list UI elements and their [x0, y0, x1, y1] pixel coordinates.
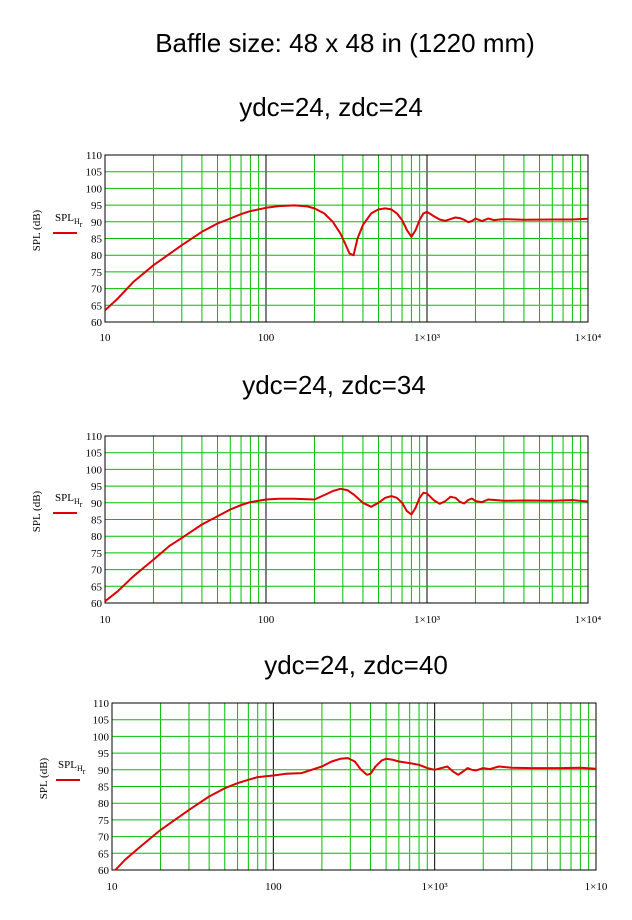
y-tick-label: 105	[86, 167, 103, 179]
y-tick-label: 60	[91, 598, 103, 610]
y-tick-label: 65	[98, 848, 110, 860]
legend: SPLHr	[53, 212, 83, 234]
plot-frame	[104, 154, 589, 323]
y-tick-label: 70	[91, 565, 103, 577]
x-tick-label: 1×10⁴	[575, 614, 602, 626]
y-tick-label: 100	[86, 183, 103, 195]
y-axis-label: SPL (dB)	[31, 209, 43, 251]
y-tick-label: 75	[91, 548, 103, 560]
legend: SPLHr	[56, 759, 86, 781]
y-tick-label: 65	[91, 300, 103, 312]
x-tick-label: 100	[258, 614, 275, 626]
y-tick-label: 90	[91, 498, 103, 510]
legend-label: SPLHr	[55, 212, 83, 229]
chart-3-plot: 60 65 70 75 80 85 90 95 100 105 110 10 100 1×10³ 1×10 S…	[38, 698, 608, 893]
y-tick-label: 70	[91, 284, 103, 296]
x-tick-label: 1×10	[585, 881, 608, 893]
plot-frame	[104, 435, 589, 604]
y-tick-label: 70	[98, 832, 110, 844]
y-tick-label: 90	[98, 765, 110, 777]
y-tick-label: 85	[91, 234, 103, 246]
y-tick-label: 85	[91, 515, 103, 527]
y-tick-label: 65	[91, 581, 103, 593]
y-tick-label: 60	[91, 317, 103, 329]
x-tick-label: 1×10³	[414, 614, 441, 626]
chart-1-plot: 60 65 70 75 80 85 90 95 100 105 110 10 100 1×10³ 1×10⁴…	[31, 150, 601, 344]
x-tick-label: 10	[107, 881, 119, 893]
chart-2-title: ydc=24, zdc=34	[242, 370, 426, 400]
spl-curve	[104, 204, 589, 312]
spl-curve	[104, 487, 589, 603]
y-tick-label: 85	[98, 782, 110, 794]
x-tick-label: 1×10⁴	[575, 332, 602, 344]
y-tick-label: 105	[93, 715, 110, 727]
legend-label: SPLHr	[55, 492, 83, 509]
y-tick-label: 75	[91, 267, 103, 279]
y-tick-label: 80	[91, 250, 103, 262]
x-tick-label: 1×10³	[414, 332, 441, 344]
chart-1-title: ydc=24, zdc=24	[239, 92, 423, 122]
y-tick-label: 80	[91, 531, 103, 543]
spl-curve	[114, 757, 597, 871]
y-tick-label: 100	[93, 731, 110, 743]
y-tick-label: 110	[86, 150, 103, 162]
y-tick-label: 60	[98, 865, 110, 877]
y-tick-label: 80	[98, 798, 110, 810]
chart-3-title: ydc=24, zdc=40	[264, 650, 448, 680]
legend: SPLHr	[53, 492, 83, 514]
legend-label: SPLHr	[58, 759, 86, 776]
x-tick-label: 10	[100, 332, 112, 344]
x-tick-label: 1×10³	[422, 881, 449, 893]
y-tick-label: 95	[91, 200, 103, 212]
y-tick-label: 105	[86, 448, 103, 460]
x-tick-label: 100	[258, 332, 275, 344]
y-tick-label: 90	[91, 217, 103, 229]
y-axis-label: SPL (dB)	[31, 490, 43, 532]
y-tick-label: 95	[98, 748, 110, 760]
chart-2-plot: 60 65 70 75 80 85 90 95 100 105 110 10 100 1×10³ 1×10⁴…	[31, 431, 601, 626]
y-tick-label: 100	[86, 464, 103, 476]
y-tick-label: 95	[91, 481, 103, 493]
x-tick-label: 10	[100, 614, 112, 626]
y-tick-label: 75	[98, 815, 110, 827]
figure-title: Baffle size: 48 x 48 in (1220 mm)	[155, 28, 535, 58]
y-tick-label: 110	[86, 431, 103, 443]
y-tick-label: 110	[93, 698, 110, 710]
plot-frame	[111, 702, 597, 871]
x-tick-label: 100	[265, 881, 282, 893]
y-axis-label: SPL (dB)	[38, 757, 50, 799]
